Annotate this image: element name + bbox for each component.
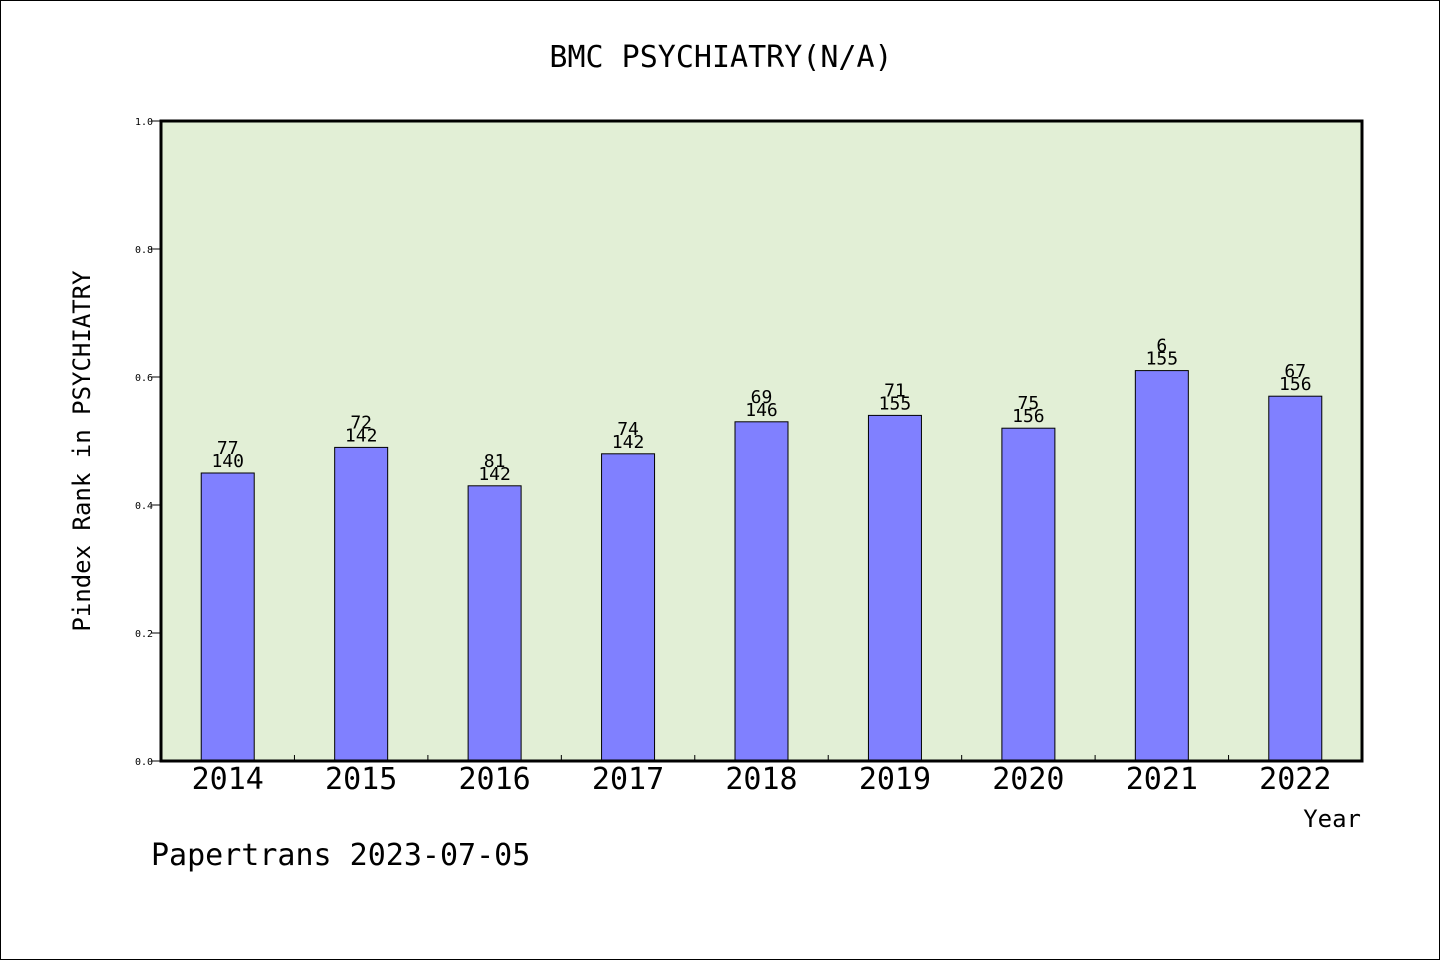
bar bbox=[334, 446, 389, 762]
rank-label: 75 bbox=[1018, 393, 1040, 414]
bar bbox=[1268, 395, 1323, 762]
bar bbox=[734, 421, 789, 762]
x-tick-label: 2021 bbox=[1126, 762, 1198, 797]
y-tick-label: 0.4 bbox=[135, 501, 153, 512]
total-label: 142 bbox=[478, 464, 511, 485]
x-tick-label: 2019 bbox=[859, 762, 931, 797]
rank-label: 67 bbox=[1284, 361, 1306, 382]
x-tick-label: 2015 bbox=[325, 762, 397, 797]
chart-title: BMC PSYCHIATRY(N/A) bbox=[549, 40, 892, 75]
y-tick-label: 0.6 bbox=[135, 373, 153, 384]
rank-label: 69 bbox=[751, 387, 773, 408]
total-label: 142 bbox=[612, 432, 645, 453]
rank-label: 6 bbox=[1156, 336, 1167, 357]
total-label: 156 bbox=[1012, 406, 1045, 427]
total-label: 155 bbox=[879, 393, 912, 414]
bar bbox=[601, 453, 656, 762]
bar bbox=[200, 472, 255, 762]
footer-watermark: Papertrans 2023-07-05 bbox=[151, 838, 530, 873]
total-label: 142 bbox=[345, 425, 378, 446]
rank-label: 81 bbox=[484, 451, 506, 472]
x-tick-label: 2020 bbox=[992, 762, 1064, 797]
y-axis: 0.0 0.2 0.4 0.6 0.8 1.0 bbox=[135, 117, 161, 768]
bar bbox=[1001, 427, 1056, 762]
rank-label: 72 bbox=[350, 412, 372, 433]
total-label: 140 bbox=[211, 451, 244, 472]
x-axis-label: Year bbox=[1303, 805, 1361, 833]
plot-border bbox=[159, 119, 1364, 763]
bar bbox=[867, 414, 922, 762]
x-tick-label: 2017 bbox=[592, 762, 664, 797]
x-tick-label: 2018 bbox=[725, 762, 797, 797]
rank-label: 71 bbox=[884, 380, 906, 401]
rank-label: 77 bbox=[217, 438, 239, 459]
x-tick-label: 2016 bbox=[458, 762, 530, 797]
y-tick-label: 0.8 bbox=[135, 245, 153, 256]
x-tick-label: 2022 bbox=[1259, 762, 1331, 797]
x-axis: 2014 2015 2016 2017 2018 2019 2020 2021 2022 bbox=[192, 755, 1331, 797]
bar bbox=[1134, 370, 1189, 762]
total-label: 156 bbox=[1279, 374, 1312, 395]
y-tick-label: 0.2 bbox=[135, 629, 153, 640]
bar bbox=[467, 485, 522, 762]
y-tick-label: 0.0 bbox=[135, 757, 153, 768]
bars-group bbox=[200, 370, 1323, 762]
rank-label: 74 bbox=[617, 419, 639, 440]
y-axis-label: Pindex Rank in PSYCHIATRY bbox=[68, 270, 96, 632]
total-label: 155 bbox=[1146, 349, 1179, 370]
y-tick-label: 1.0 bbox=[135, 117, 153, 128]
x-tick-label: 2014 bbox=[192, 762, 264, 797]
total-label: 146 bbox=[745, 400, 778, 421]
